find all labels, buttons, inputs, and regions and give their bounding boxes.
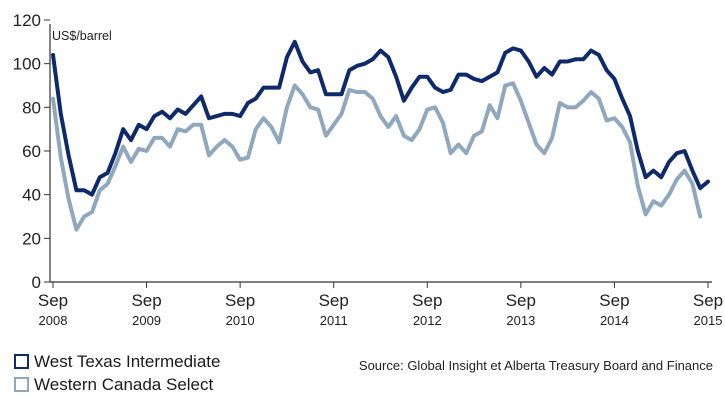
series-lines (51, 39, 710, 232)
legend-label-wti: West Texas Intermediate (34, 351, 221, 371)
y-tick-label: 40 (22, 186, 41, 205)
y-tick-label: 100 (13, 55, 41, 74)
x-tick-year: 2009 (132, 313, 161, 328)
legend-label-wcs: Western Canada Select (34, 374, 214, 394)
x-tick-year: 2012 (413, 313, 442, 328)
series-line-western-canada-select (51, 81, 703, 232)
x-tick-month: Sep (506, 291, 536, 310)
legend-swatch-wti (14, 354, 29, 369)
x-tick-month: Sep (319, 291, 349, 310)
legend-item-wti: West Texas Intermediate (14, 350, 220, 373)
x-tick-month: Sep (693, 291, 723, 310)
x-tick-month: Sep (131, 291, 161, 310)
x-tick-year: 2013 (506, 313, 535, 328)
x-tick-year: 2015 (694, 313, 723, 328)
y-tick-label: 60 (22, 142, 41, 161)
x-tick-year: 2008 (39, 313, 68, 328)
y-tick-label: 120 (13, 11, 41, 30)
x-tick-month: Sep (599, 291, 629, 310)
x-axis-ticks: Sep 2008 Sep 2009 Sep 2010 Sep 2011 Sep 2012 Sep 20… (38, 282, 723, 328)
series-line-west-texas-intermediate (51, 39, 710, 197)
legend: West Texas Intermediate Western Canada S… (14, 350, 220, 396)
x-tick-month: Sep (38, 291, 68, 310)
source-note: Source: Global Insight et Alberta Treasu… (358, 358, 713, 373)
y-tick-label: 20 (22, 229, 41, 248)
legend-item-wcs: Western Canada Select (14, 373, 220, 396)
y-axis-ticks: 0 20 40 60 80 100 120 (13, 11, 50, 292)
x-tick-year: 2014 (600, 313, 629, 328)
x-tick-month: Sep (412, 291, 442, 310)
legend-swatch-wcs (14, 377, 29, 392)
x-tick-year: 2010 (226, 313, 255, 328)
x-tick-year: 2011 (320, 313, 348, 328)
y-tick-label: 0 (32, 273, 41, 292)
y-unit-label: US$/barrel (52, 29, 112, 43)
x-tick-month: Sep (225, 291, 255, 310)
y-tick-label: 80 (22, 98, 41, 117)
